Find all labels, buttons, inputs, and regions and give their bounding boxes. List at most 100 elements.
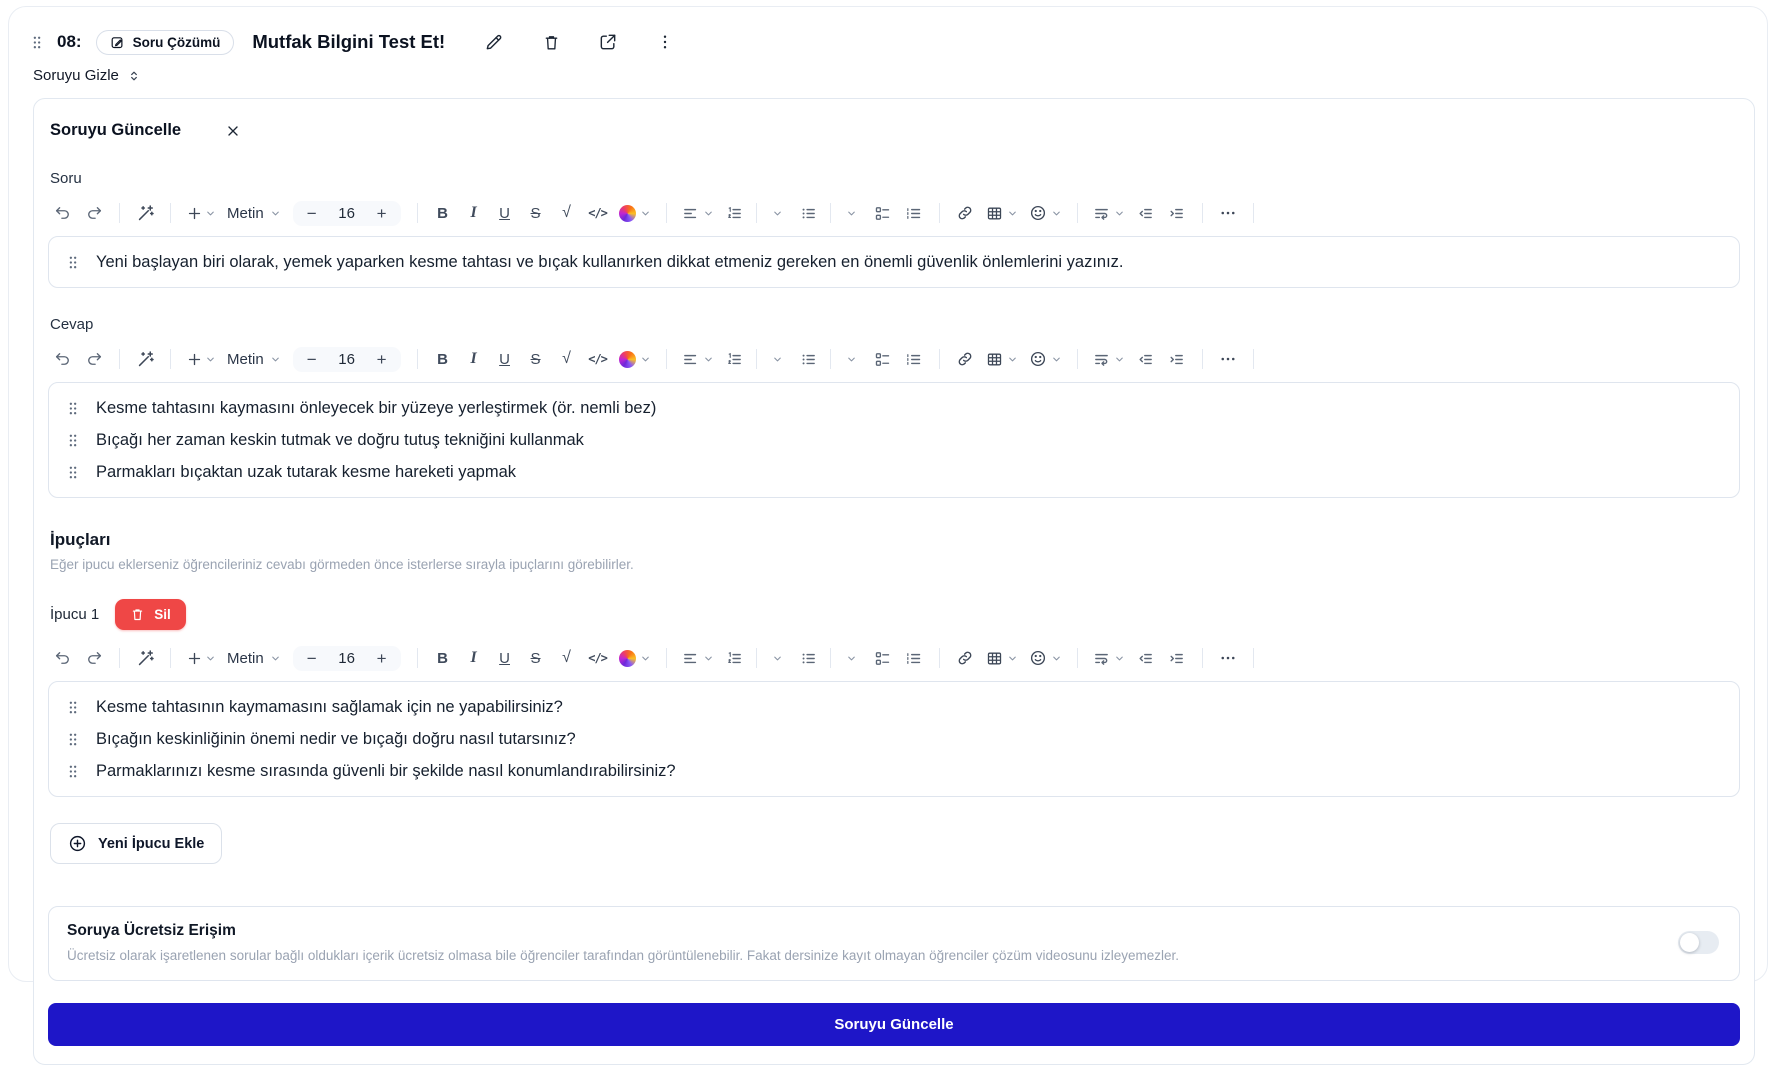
underline-icon[interactable]: U bbox=[492, 200, 518, 226]
task-list-icon[interactable] bbox=[870, 200, 896, 226]
ai-wand-icon[interactable] bbox=[132, 645, 158, 671]
undo-icon[interactable] bbox=[50, 200, 76, 226]
undo-icon[interactable] bbox=[50, 346, 76, 372]
strikethrough-icon[interactable]: S bbox=[523, 200, 549, 226]
close-icon[interactable] bbox=[225, 123, 241, 139]
bold-icon[interactable]: B bbox=[430, 200, 456, 226]
ordered-list-icon[interactable] bbox=[722, 200, 748, 226]
drag-handle-icon[interactable] bbox=[67, 400, 79, 417]
table-icon[interactable] bbox=[983, 645, 1021, 671]
drag-handle-icon[interactable] bbox=[67, 763, 79, 780]
emoji-icon[interactable] bbox=[1026, 645, 1065, 671]
ordered-list-chevron-icon[interactable] bbox=[765, 200, 791, 226]
strikethrough-icon[interactable]: S bbox=[523, 346, 549, 372]
drag-handle-icon[interactable] bbox=[67, 254, 79, 271]
question-editor[interactable]: Yeni başlayan biri olarak, yemek yaparke… bbox=[48, 236, 1740, 288]
italic-icon[interactable]: I bbox=[461, 200, 487, 226]
hint-editor[interactable]: Kesme tahtasının kaymamasını sağlamak iç… bbox=[48, 681, 1740, 797]
drag-handle-icon[interactable] bbox=[67, 464, 79, 481]
answer-editor[interactable]: Kesme tahtasını kaymasını önleyecek bir … bbox=[48, 382, 1740, 498]
undo-icon[interactable] bbox=[50, 645, 76, 671]
align-left-icon[interactable] bbox=[679, 645, 717, 671]
ordered-list-chevron-icon[interactable] bbox=[765, 346, 791, 372]
link-icon[interactable] bbox=[952, 200, 978, 226]
bullet-list-chevron-icon[interactable] bbox=[839, 200, 865, 226]
font-size-decrease-icon[interactable]: − bbox=[306, 648, 317, 668]
outdent-icon[interactable] bbox=[1133, 645, 1159, 671]
redo-icon[interactable] bbox=[81, 200, 107, 226]
delete-trash-icon[interactable] bbox=[538, 29, 564, 55]
code-icon[interactable]: </> bbox=[585, 346, 611, 372]
font-size-increase-icon[interactable]: + bbox=[376, 203, 387, 223]
editor-line-text[interactable]: Kesme tahtasının kaymamasını sağlamak iç… bbox=[96, 697, 563, 716]
editor-line-text[interactable]: Parmaklarınızı kesme sırasında güvenli b… bbox=[96, 761, 676, 780]
ordered-list-icon[interactable] bbox=[722, 645, 748, 671]
text-style-dropdown[interactable]: Metin bbox=[224, 645, 284, 671]
strikethrough-icon[interactable]: S bbox=[523, 645, 549, 671]
text-style-dropdown[interactable]: Metin bbox=[224, 346, 284, 372]
open-external-icon[interactable] bbox=[595, 29, 621, 55]
text-wrap-icon[interactable] bbox=[1090, 200, 1128, 226]
ordered-list-chevron-icon[interactable] bbox=[765, 645, 791, 671]
more-icon[interactable] bbox=[1215, 346, 1241, 372]
delete-hint-button[interactable]: Sil bbox=[115, 599, 186, 630]
indent-icon[interactable] bbox=[1164, 346, 1190, 372]
ordered-list-icon[interactable] bbox=[722, 346, 748, 372]
text-wrap-icon[interactable] bbox=[1090, 346, 1128, 372]
font-size-decrease-icon[interactable]: − bbox=[306, 203, 317, 223]
update-question-button[interactable]: Soruyu Güncelle bbox=[48, 1003, 1740, 1046]
sub-list-icon[interactable] bbox=[901, 200, 927, 226]
emoji-icon[interactable] bbox=[1026, 346, 1065, 372]
font-size-increase-icon[interactable]: + bbox=[376, 349, 387, 369]
align-left-icon[interactable] bbox=[679, 200, 717, 226]
table-icon[interactable] bbox=[983, 200, 1021, 226]
redo-icon[interactable] bbox=[81, 645, 107, 671]
bullet-list-chevron-icon[interactable] bbox=[839, 346, 865, 372]
sub-list-icon[interactable] bbox=[901, 346, 927, 372]
bullet-list-icon[interactable] bbox=[796, 645, 822, 671]
font-size-decrease-icon[interactable]: − bbox=[306, 349, 317, 369]
more-icon[interactable] bbox=[1215, 200, 1241, 226]
sqrt-icon[interactable]: √ bbox=[554, 346, 580, 372]
kebab-menu-icon[interactable] bbox=[652, 29, 678, 55]
align-left-icon[interactable] bbox=[679, 346, 717, 372]
bullet-list-icon[interactable] bbox=[796, 346, 822, 372]
link-icon[interactable] bbox=[952, 645, 978, 671]
outdent-icon[interactable] bbox=[1133, 346, 1159, 372]
insert-plus-icon[interactable] bbox=[183, 200, 219, 226]
drag-handle-icon[interactable] bbox=[31, 34, 43, 51]
editor-line-text[interactable]: Yeni başlayan biri olarak, yemek yaparke… bbox=[96, 252, 1124, 271]
text-color-icon[interactable] bbox=[616, 346, 654, 372]
sub-list-icon[interactable] bbox=[901, 645, 927, 671]
task-list-icon[interactable] bbox=[870, 346, 896, 372]
table-icon[interactable] bbox=[983, 346, 1021, 372]
editor-line-text[interactable]: Kesme tahtasını kaymasını önleyecek bir … bbox=[96, 398, 657, 417]
italic-icon[interactable]: I bbox=[461, 346, 487, 372]
visibility-dropdown[interactable]: Soruyu Gizle bbox=[25, 55, 141, 84]
text-wrap-icon[interactable] bbox=[1090, 645, 1128, 671]
task-list-icon[interactable] bbox=[870, 645, 896, 671]
free-access-toggle[interactable] bbox=[1678, 931, 1719, 954]
bold-icon[interactable]: B bbox=[430, 645, 456, 671]
question-type-badge[interactable]: Soru Çözümü bbox=[95, 29, 235, 55]
drag-handle-icon[interactable] bbox=[67, 731, 79, 748]
indent-icon[interactable] bbox=[1164, 200, 1190, 226]
underline-icon[interactable]: U bbox=[492, 645, 518, 671]
redo-icon[interactable] bbox=[81, 346, 107, 372]
emoji-icon[interactable] bbox=[1026, 200, 1065, 226]
drag-handle-icon[interactable] bbox=[67, 432, 79, 449]
editor-line-text[interactable]: Bıçağın keskinliğinin önemi nedir ve bıç… bbox=[96, 729, 576, 748]
italic-icon[interactable]: I bbox=[461, 645, 487, 671]
link-icon[interactable] bbox=[952, 346, 978, 372]
insert-plus-icon[interactable] bbox=[183, 645, 219, 671]
editor-line-text[interactable]: Parmakları bıçaktan uzak tutarak kesme h… bbox=[96, 462, 517, 481]
sqrt-icon[interactable]: √ bbox=[554, 645, 580, 671]
text-color-icon[interactable] bbox=[616, 645, 654, 671]
ai-wand-icon[interactable] bbox=[132, 346, 158, 372]
underline-icon[interactable]: U bbox=[492, 346, 518, 372]
code-icon[interactable]: </> bbox=[585, 200, 611, 226]
bullet-list-icon[interactable] bbox=[796, 200, 822, 226]
font-size-increase-icon[interactable]: + bbox=[376, 648, 387, 668]
bullet-list-chevron-icon[interactable] bbox=[839, 645, 865, 671]
edit-pencil-icon[interactable] bbox=[481, 29, 507, 55]
